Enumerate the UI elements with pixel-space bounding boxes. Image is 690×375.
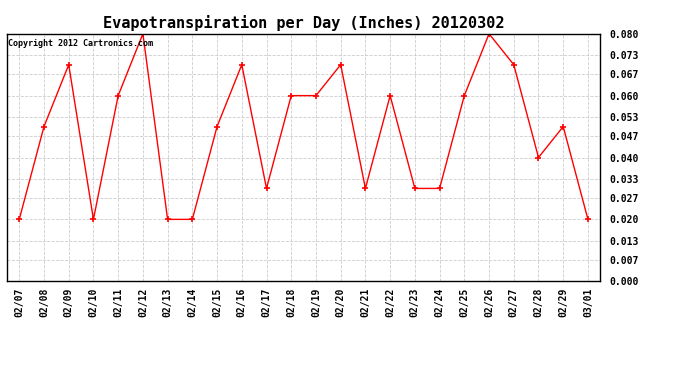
Title: Evapotranspiration per Day (Inches) 20120302: Evapotranspiration per Day (Inches) 2012… — [103, 15, 504, 31]
Text: Copyright 2012 Cartronics.com: Copyright 2012 Cartronics.com — [8, 39, 153, 48]
